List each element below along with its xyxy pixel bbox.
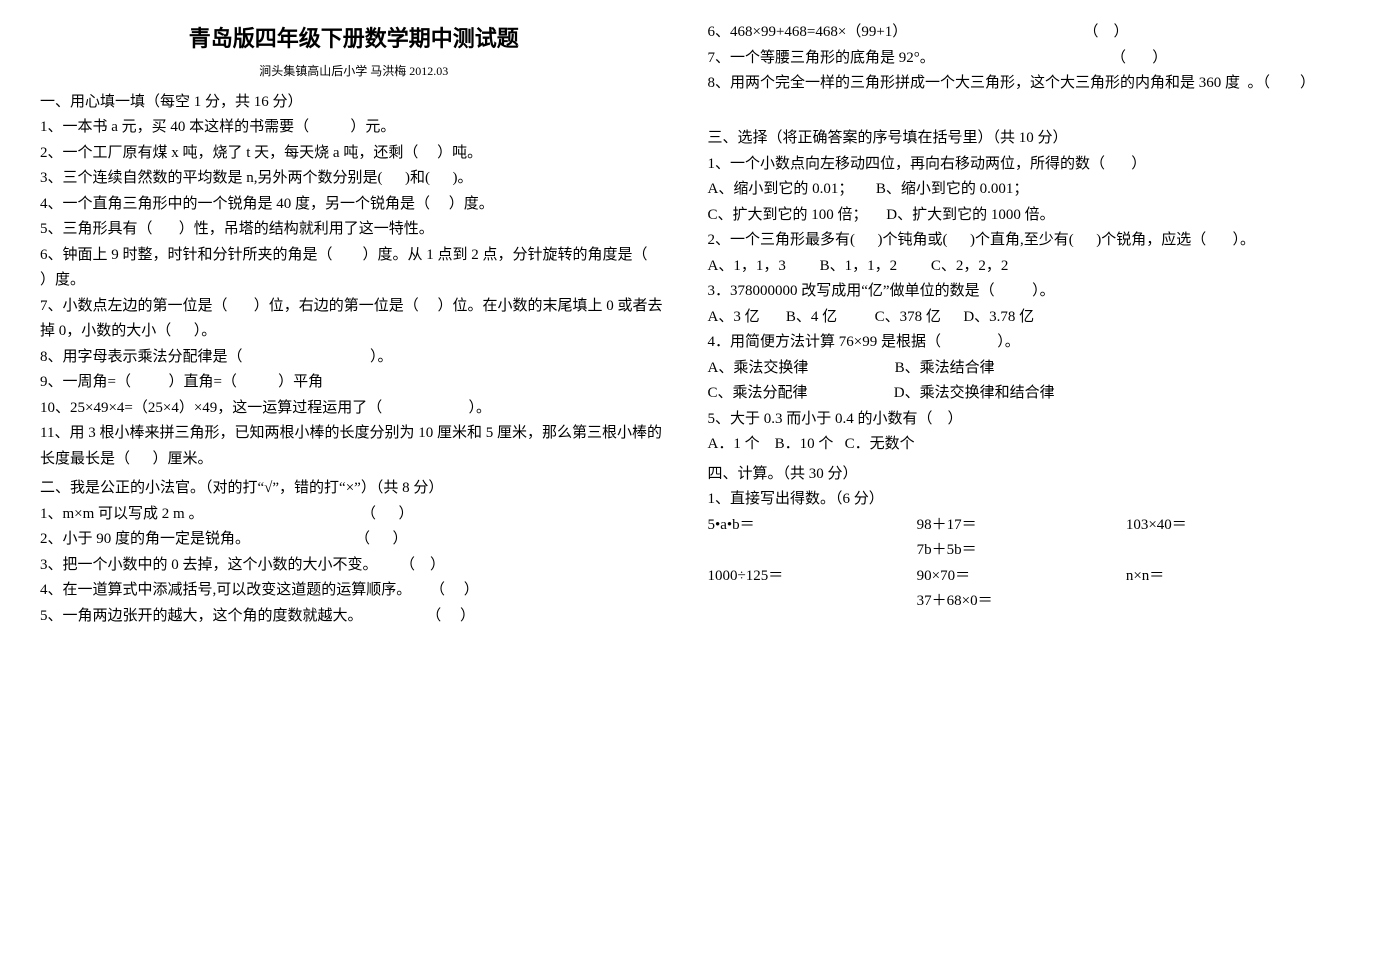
choice-q4-options: A、乘法交换律 B、乘法结合律 C、乘法分配律 D、乘法交换律和结合律 xyxy=(708,356,1336,407)
exam-title: 青岛版四年级下册数学期中测试题 xyxy=(40,20,668,57)
choice-q5-options: A．1 个 B．10 个 C．无数个 xyxy=(708,432,1336,458)
fill-q7: 7、小数点左边的第一位是（ ）位，右边的第一位是（ ）位。在小数的末尾填上 0 … xyxy=(40,294,668,345)
fill-q4: 4、一个直角三角形中的一个锐角是 40 度，另一个锐角是（ ）度。 xyxy=(40,192,668,218)
fill-q11: 11、用 3 根小棒来拼三角形，已知两根小棒的长度分别为 10 厘米和 5 厘米… xyxy=(40,421,668,472)
exam-subtitle: 涧头集镇高山后小学 马洪梅 2012.03 xyxy=(40,61,668,81)
judge-q4: 4、在一道算式中添减括号,可以改变这道题的运算顺序。 （ ） xyxy=(40,578,668,604)
calc-r4c2: 37＋68×0＝ xyxy=(917,589,1126,615)
fill-q8: 8、用字母表示乘法分配律是（ ）。 xyxy=(40,345,668,371)
judge-q5: 5、一角两边张开的越大，这个角的度数就越大。 （ ） xyxy=(40,604,668,630)
choice-q5: 5、大于 0.3 而小于 0.4 的小数有（ ） xyxy=(708,407,1336,433)
left-column: 青岛版四年级下册数学期中测试题 涧头集镇高山后小学 马洪梅 2012.03 一、… xyxy=(40,20,668,629)
section-1-heading: 一、用心填一填（每空 1 分，共 16 分） xyxy=(40,90,668,116)
section-2-heading: 二、我是公正的小法官。（对的打“√”，错的打“×”）（共 8 分） xyxy=(40,476,668,502)
choice-q2-options: A、1，1，3 B、1，1，2 C、2，2，2 xyxy=(708,254,1336,280)
judge-q7: 7、一个等腰三角形的底角是 92°。 （ ） xyxy=(708,46,1336,72)
calc-r4c3 xyxy=(1126,589,1335,615)
fill-q9: 9、一周角=（ ）直角=（ ）平角 xyxy=(40,370,668,396)
calc-r3c1: 1000÷125＝ xyxy=(708,564,917,590)
calc-r1c2: 98＋17＝ xyxy=(917,513,1126,539)
calc-r3c3: n×n＝ xyxy=(1126,564,1335,590)
calc-r2c1 xyxy=(708,538,917,564)
section-3-heading: 三、选择（将正确答案的序号填在括号里）（共 10 分） xyxy=(708,126,1336,152)
choice-q4: 4．用简便方法计算 76×99 是根据（ ）。 xyxy=(708,330,1336,356)
page: 青岛版四年级下册数学期中测试题 涧头集镇高山后小学 马洪梅 2012.03 一、… xyxy=(40,20,1335,629)
calc-r4c1 xyxy=(708,589,917,615)
judge-q2: 2、小于 90 度的角一定是锐角。 （ ） xyxy=(40,527,668,553)
choice-q1: 1、一个小数点向左移动四位，再向右移动两位，所得的数（ ） xyxy=(708,152,1336,178)
right-column: 6、468×99+468=468×（99+1） （ ） 7、一个等腰三角形的底角… xyxy=(708,20,1336,629)
calc-r2c3 xyxy=(1126,538,1335,564)
judge-q3: 3、把一个小数中的 0 去掉，这个小数的大小不变。 （ ） xyxy=(40,553,668,579)
choice-q2: 2、一个三角形最多有( )个钝角或( )个直角,至少有( )个锐角，应选（ ）。 xyxy=(708,228,1336,254)
judge-q8: 8、用两个完全一样的三角形拼成一个大三角形，这个大三角形的内角和是 360 度 … xyxy=(708,71,1336,97)
judge-q6: 6、468×99+468=468×（99+1） （ ） xyxy=(708,20,1336,46)
calc-row-1: 5•a•b＝ 98＋17＝ 103×40＝ xyxy=(708,513,1336,539)
calc-r1c3: 103×40＝ xyxy=(1126,513,1335,539)
calc-heading: 1、直接写出得数。（6 分） xyxy=(708,487,1336,513)
fill-q6: 6、钟面上 9 时整，时针和分针所夹的角是（ ）度。从 1 点到 2 点，分针旋… xyxy=(40,243,668,294)
fill-q10: 10、25×49×4=（25×4）×49，这一运算过程运用了（ ）。 xyxy=(40,396,668,422)
calc-row-2: 7b＋5b＝ xyxy=(708,538,1336,564)
fill-q2: 2、一个工厂原有煤 x 吨，烧了 t 天，每天烧 a 吨，还剩（ ）吨。 xyxy=(40,141,668,167)
fill-q3: 3、三个连续自然数的平均数是 n,另外两个数分别是( )和( )。 xyxy=(40,166,668,192)
calc-r1c1: 5•a•b＝ xyxy=(708,513,917,539)
section-4-heading: 四、计算。（共 30 分） xyxy=(708,462,1336,488)
choice-q3: 3．378000000 改写成用“亿”做单位的数是（ ）。 xyxy=(708,279,1336,305)
fill-q5: 5、三角形具有（ ）性，吊塔的结构就利用了这一特性。 xyxy=(40,217,668,243)
calc-r3c2: 90×70＝ xyxy=(917,564,1126,590)
calc-r2c2: 7b＋5b＝ xyxy=(917,538,1126,564)
choice-q1-options: A、缩小到它的 0.01； B、缩小到它的 0.001； C、扩大到它的 100… xyxy=(708,177,1336,228)
judge-q1: 1、m×m 可以写成 2 m 。 （ ） xyxy=(40,502,668,528)
choice-q3-options: A、3 亿 B、4 亿 C、378 亿 D、3.78 亿 xyxy=(708,305,1336,331)
calc-row-3: 1000÷125＝ 90×70＝ n×n＝ xyxy=(708,564,1336,590)
fill-q1: 1、一本书 a 元，买 40 本这样的书需要（ ）元。 xyxy=(40,115,668,141)
calc-row-4: 37＋68×0＝ xyxy=(708,589,1336,615)
